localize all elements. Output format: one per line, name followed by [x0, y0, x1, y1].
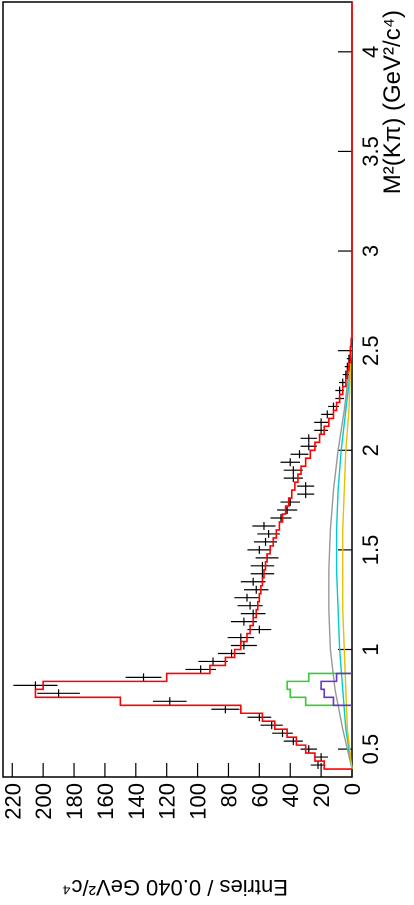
data-point [314, 753, 329, 762]
data-point [277, 506, 298, 515]
data-point [211, 705, 240, 714]
data-point [230, 641, 257, 650]
data-point [185, 665, 216, 674]
data-point [240, 609, 266, 618]
data-point [244, 585, 269, 594]
y-tick-label: 20 [309, 783, 334, 807]
data-point [13, 681, 58, 690]
data-point [270, 514, 292, 522]
data-point [297, 482, 315, 491]
y-tick-label: 0 [340, 783, 365, 795]
x-tick-label: 2.5 [358, 335, 383, 366]
data-point [247, 545, 272, 554]
data-point [300, 434, 317, 443]
step-histogram [34, 337, 353, 770]
data-point [272, 729, 293, 738]
y-tick-label: 140 [124, 783, 149, 820]
component-curve [328, 330, 353, 770]
data-point [252, 521, 276, 530]
x-tick-label: 3 [358, 245, 383, 257]
data-point [37, 689, 80, 698]
y-tick-label: 160 [93, 783, 118, 820]
y-tick-label: 60 [247, 783, 272, 807]
x-tick-label: 2 [358, 444, 383, 456]
y-tick-label: 180 [62, 783, 87, 820]
data-point [314, 426, 329, 435]
x-tick-label: 3.5 [358, 136, 383, 167]
y-tick-label: 120 [155, 783, 180, 820]
x-tick-label: 1.5 [358, 535, 383, 566]
y-tick-label: 200 [31, 783, 56, 820]
data-point [283, 466, 303, 475]
component-curve [342, 330, 353, 770]
data-point [152, 697, 187, 706]
y-tick-label: 40 [278, 783, 303, 807]
plot-frame [2, 1, 353, 778]
data-point [234, 593, 260, 602]
data-point [310, 761, 326, 770]
data-point [297, 490, 315, 499]
data-point [198, 657, 228, 666]
x-axis-title: M²(Kπ) (GeV²/c⁴) [379, 10, 406, 194]
data-point [250, 569, 275, 578]
data-point [300, 745, 317, 754]
data-point [240, 577, 266, 586]
data-point [314, 418, 329, 427]
data-point [283, 474, 303, 483]
data-point [290, 450, 309, 459]
data-point [247, 625, 272, 634]
data-point [125, 673, 162, 682]
data-point [280, 458, 300, 467]
component-curve [335, 330, 353, 770]
y-tick-label: 80 [216, 783, 241, 807]
y-tick-label: 100 [186, 783, 211, 820]
data-point [217, 649, 246, 658]
y-axis-title: Entries / 0.040 GeV²/c⁴ [62, 875, 288, 900]
data-point [280, 498, 300, 507]
data-point [250, 561, 275, 570]
data-point [227, 633, 254, 642]
step-histogram [320, 672, 352, 707]
y-tick-label: 220 [0, 783, 25, 820]
data-point [260, 721, 283, 730]
data-point [283, 737, 303, 746]
x-tick-label: 0.5 [358, 734, 383, 765]
step-histogram [286, 672, 352, 707]
data-point [237, 601, 263, 610]
rotated-plot: M²(Kπ) (GeV²/c⁴) Entries / 0.040 GeV²/c⁴… [0, 1, 406, 900]
x-tick-label: 1 [358, 643, 383, 655]
data-point [247, 713, 272, 722]
data-point [321, 410, 334, 419]
x-tick-label: 4 [358, 46, 383, 58]
